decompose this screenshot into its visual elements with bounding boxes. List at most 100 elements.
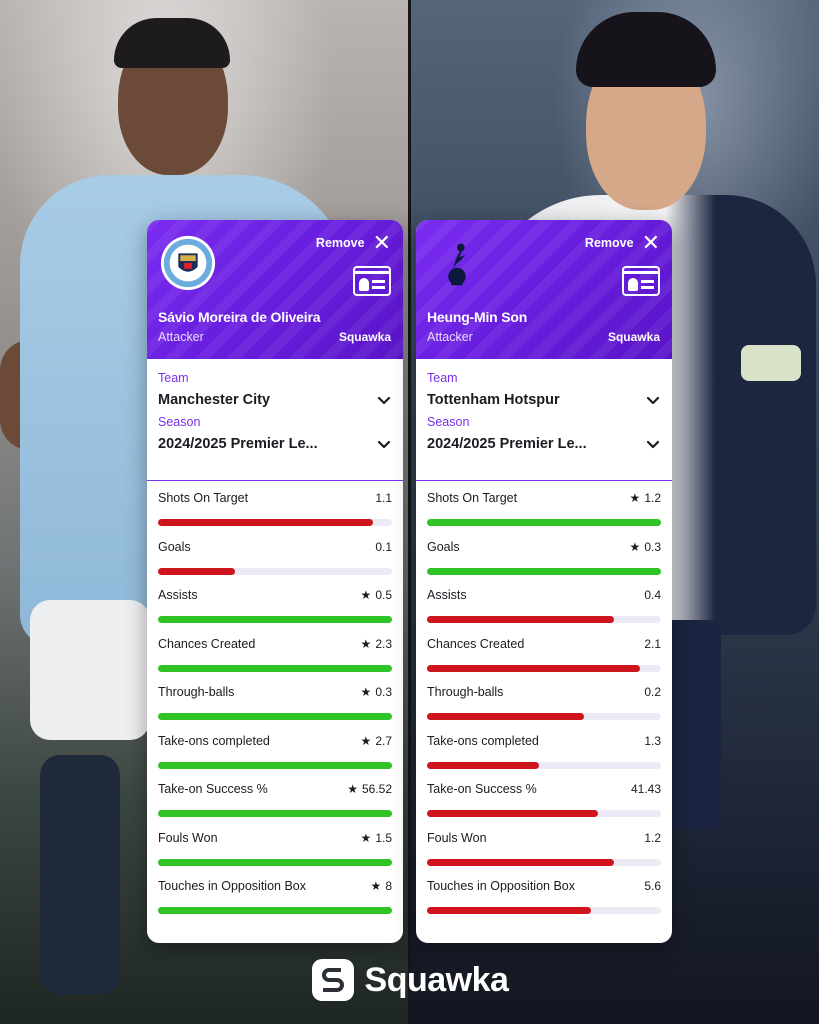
stat-label: Goals xyxy=(427,539,460,554)
stat-row: Through-balls ★ 0.3 xyxy=(158,685,392,734)
stat-label: Through-balls xyxy=(158,685,235,699)
season-label: Season xyxy=(158,415,201,429)
stat-bar-track xyxy=(158,616,392,623)
star-icon: ★ xyxy=(360,733,372,748)
stat-value-wrap: ★ 8 xyxy=(371,879,392,893)
stat-bar-fill xyxy=(427,616,615,623)
stat-value-wrap: ★ 1.2 xyxy=(630,491,661,505)
stat-row: Goals 0.1 xyxy=(158,540,392,589)
stat-value: 0.2 xyxy=(644,685,661,699)
player-card-2: Remove ✕ Heung-Min Son Attacker Squawka … xyxy=(416,220,672,943)
stat-label: Touches in Opposition Box xyxy=(158,879,307,893)
stat-value: 1.5 xyxy=(375,830,392,845)
stat-bar-fill xyxy=(427,567,661,575)
stat-bar-fill xyxy=(427,907,591,914)
stat-value-wrap: 1.3 xyxy=(644,734,661,748)
stat-value: 5.6 xyxy=(644,879,661,893)
stat-bar-track xyxy=(427,713,661,720)
stat-bar-track xyxy=(427,907,661,914)
stat-bar-track xyxy=(427,567,661,575)
id-card-icon[interactable] xyxy=(622,266,660,296)
stat-label: Take-ons completed xyxy=(427,733,539,748)
stat-bar-track xyxy=(158,664,392,672)
stat-value: 56.52 xyxy=(361,782,392,796)
stat-label: Chances Created xyxy=(427,636,525,651)
stat-label: Touches in Opposition Box xyxy=(427,879,576,893)
stat-bar-fill xyxy=(427,664,640,672)
stat-bar-fill xyxy=(427,810,598,817)
season-label: Season xyxy=(427,415,470,429)
team-select[interactable]: Team Manchester City xyxy=(147,359,403,415)
season-value: 2024/2025 Premier Le... xyxy=(158,436,318,452)
chevron-down-icon xyxy=(646,396,660,405)
stat-bar-fill xyxy=(158,907,392,914)
stat-value: 1.2 xyxy=(644,491,661,505)
stat-bar-track xyxy=(427,616,661,623)
close-icon: ✕ xyxy=(372,230,391,255)
star-icon: ★ xyxy=(370,879,382,893)
card-brand: Squawka xyxy=(338,330,391,344)
team-value: Manchester City xyxy=(158,392,271,408)
stats-list: Shots On Target 1.1 Goals 0.1 Assists ★ 0.5 Cha… xyxy=(147,481,403,928)
stat-value: 1.3 xyxy=(644,733,661,748)
stat-label: Goals xyxy=(158,539,191,554)
stat-value-wrap: 0.2 xyxy=(644,685,661,699)
stat-row: Goals ★ 0.3 xyxy=(427,540,661,589)
stat-label: Through-balls xyxy=(427,685,504,699)
stat-label: Fouls Won xyxy=(158,830,218,845)
star-icon: ★ xyxy=(629,539,641,554)
stat-value: 0.5 xyxy=(375,588,392,602)
stat-row: Chances Created ★ 2.3 xyxy=(158,637,392,686)
stat-bar-fill xyxy=(158,567,236,575)
stat-bar-track xyxy=(158,858,392,866)
season-select[interactable]: Season 2024/2025 Premier Le... xyxy=(416,415,672,481)
manchester-city-crest-icon xyxy=(160,235,216,291)
stat-row: Fouls Won ★ 1.5 xyxy=(158,831,392,880)
remove-button[interactable]: Remove ✕ xyxy=(316,230,391,255)
stat-value-wrap: ★ 1.5 xyxy=(361,831,392,845)
stat-label: Assists xyxy=(158,588,198,602)
stat-bar-fill xyxy=(427,761,540,769)
stat-value: 0.1 xyxy=(375,539,392,554)
stat-bar-track xyxy=(427,761,661,769)
stat-bar-fill xyxy=(158,519,374,526)
stat-bar-track xyxy=(427,810,661,817)
stat-value: 2.1 xyxy=(644,636,661,651)
player-name: Sávio Moreira de Oliveira xyxy=(158,309,321,325)
stat-row: Assists 0.4 xyxy=(427,588,661,637)
team-select[interactable]: Team Tottenham Hotspur xyxy=(416,359,672,415)
stat-row: Through-balls 0.2 xyxy=(427,685,661,734)
remove-button[interactable]: Remove ✕ xyxy=(585,230,660,255)
chevron-down-icon xyxy=(646,440,660,449)
player-role: Attacker xyxy=(427,330,473,344)
player-card-header: Remove ✕ Sávio Moreira de Oliveira Attac… xyxy=(147,220,403,359)
player-role: Attacker xyxy=(158,330,204,344)
card-brand: Squawka xyxy=(607,330,660,344)
stat-label: Assists xyxy=(427,588,467,602)
chevron-down-icon xyxy=(377,396,391,405)
stat-value: 41.43 xyxy=(630,782,661,796)
player-card-header: Remove ✕ Heung-Min Son Attacker Squawka xyxy=(416,220,672,359)
stat-bar-fill xyxy=(158,713,392,720)
stat-bar-track xyxy=(158,810,392,817)
stat-value-wrap: ★ 0.5 xyxy=(361,588,392,602)
season-select[interactable]: Season 2024/2025 Premier Le... xyxy=(147,415,403,481)
stat-label: Shots On Target xyxy=(427,491,518,505)
stat-value-wrap: 0.1 xyxy=(375,540,392,554)
stat-row: Touches in Opposition Box ★ 8 xyxy=(158,879,392,928)
close-icon: ✕ xyxy=(641,230,660,255)
season-value: 2024/2025 Premier Le... xyxy=(427,436,587,452)
footer-brand: Squawka xyxy=(364,960,509,999)
stat-value-wrap: ★ 0.3 xyxy=(361,685,392,699)
stat-value: 8 xyxy=(385,879,392,893)
photo-divider xyxy=(408,0,411,1024)
stat-value-wrap: ★ 2.7 xyxy=(361,734,392,748)
player-card-1: Remove ✕ Sávio Moreira de Oliveira Attac… xyxy=(147,220,403,943)
stat-label: Take-on Success % xyxy=(427,782,537,796)
stat-bar-fill xyxy=(427,519,661,526)
tottenham-hotspur-crest-icon xyxy=(448,243,466,286)
stat-label: Take-ons completed xyxy=(158,733,270,748)
stat-value: 1.2 xyxy=(644,830,661,845)
stat-value: 0.3 xyxy=(375,685,392,699)
id-card-icon[interactable] xyxy=(353,266,391,296)
